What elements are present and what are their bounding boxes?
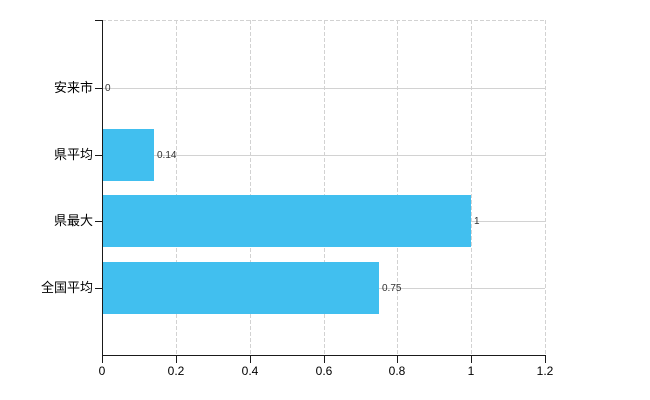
y-axis-tick	[95, 20, 102, 21]
x-axis-line	[102, 355, 546, 356]
bar	[102, 129, 154, 181]
bar	[102, 262, 379, 314]
vertical-gridline	[397, 20, 398, 355]
category-label: 県最大	[53, 213, 93, 228]
x-tick-label: 1	[467, 364, 475, 378]
category-label: 全国平均	[40, 280, 93, 295]
y-axis-tick	[95, 88, 102, 89]
x-tick-label: 1.2	[536, 364, 554, 378]
category-label: 安来市	[53, 80, 93, 95]
horizontal-gridline	[102, 155, 545, 156]
plot-top-border	[102, 20, 545, 21]
x-axis-tick	[397, 356, 398, 363]
y-axis-tick	[95, 155, 102, 156]
x-axis-tick	[176, 356, 177, 363]
value-label: 0.75	[382, 283, 402, 294]
x-tick-label: 0	[98, 364, 106, 378]
vertical-gridline	[324, 20, 325, 355]
vertical-gridline	[176, 20, 177, 355]
y-axis-tick	[95, 221, 102, 222]
y-axis-line	[102, 20, 103, 356]
x-tick-label: 0.4	[241, 364, 259, 378]
vertical-gridline	[471, 20, 472, 355]
x-axis-tick	[102, 356, 103, 363]
vertical-gridline	[545, 20, 546, 355]
x-axis-tick	[471, 356, 472, 363]
y-axis-tick	[95, 288, 102, 289]
value-label: 1	[474, 216, 480, 227]
vertical-gridline	[250, 20, 251, 355]
x-axis-tick	[545, 356, 546, 363]
value-label: 0	[105, 83, 111, 94]
horizontal-gridline	[102, 88, 545, 89]
x-axis-tick	[250, 356, 251, 363]
value-label: 0.14	[157, 150, 177, 161]
category-label: 県平均	[53, 147, 93, 162]
x-tick-label: 0.6	[315, 364, 333, 378]
x-tick-label: 0.2	[167, 364, 185, 378]
bar	[102, 195, 471, 247]
x-axis-tick	[324, 356, 325, 363]
x-tick-label: 0.8	[388, 364, 406, 378]
